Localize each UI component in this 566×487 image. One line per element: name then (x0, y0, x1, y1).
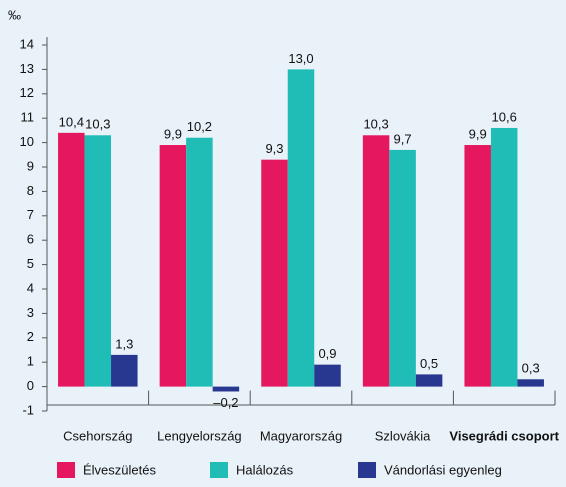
value-label: 9,3 (265, 141, 283, 156)
value-label: 1,3 (115, 336, 133, 351)
y-tick-label: 12 (20, 85, 34, 100)
y-tick-label: 14 (20, 36, 34, 51)
legend-label: Vándorlási egyenleg (384, 462, 502, 477)
y-tick-label: 7 (27, 207, 34, 222)
bar (111, 354, 138, 387)
value-label: 10,3 (85, 117, 110, 132)
x-tick-label: Magyarország (260, 428, 342, 443)
y-tick-label: 5 (27, 256, 34, 271)
bar (464, 145, 491, 387)
value-label: 10,3 (363, 117, 388, 132)
unit-label: ‰ (8, 7, 21, 22)
bar (517, 379, 544, 387)
bar (84, 135, 112, 387)
value-label: 10,2 (187, 119, 212, 134)
value-label: 13,0 (288, 51, 313, 66)
y-tick-label: 1 (27, 354, 34, 369)
value-label: 9,9 (469, 126, 487, 141)
legend-swatch (210, 462, 228, 478)
value-label: 10,4 (59, 114, 84, 129)
bar (159, 145, 187, 387)
x-tick-label: Visegrádi csoport (449, 428, 559, 443)
bar (58, 132, 85, 387)
bar (212, 386, 240, 392)
legend-swatch (57, 462, 75, 478)
y-tick-label: 4 (27, 280, 34, 295)
legend-label: Halálozás (236, 462, 294, 477)
x-tick-label: Szlovákia (375, 428, 431, 443)
y-tick-label: 0 (27, 378, 34, 393)
y-tick-label: 6 (27, 232, 34, 247)
y-tick-label: 2 (27, 329, 34, 344)
value-label: –0,2 (213, 395, 238, 410)
legend-swatch (358, 462, 376, 478)
value-label: 0,9 (318, 346, 336, 361)
bar (261, 159, 288, 387)
y-tick-label: -1 (22, 402, 34, 417)
y-tick-label: 13 (20, 61, 34, 76)
y-tick-label: 8 (27, 183, 34, 198)
y-tick-label: 10 (20, 134, 34, 149)
y-tick-label: 3 (27, 305, 34, 320)
bar (186, 137, 213, 387)
y-tick-label: 9 (27, 158, 34, 173)
bar (415, 374, 443, 387)
y-tick-label: 11 (21, 110, 35, 125)
x-tick-label: Csehország (63, 428, 132, 443)
value-label: 9,7 (394, 131, 412, 146)
value-label: 10,6 (492, 109, 517, 124)
bar (389, 149, 416, 387)
value-label: 9,9 (164, 126, 182, 141)
legend-label: Élveszületés (83, 462, 156, 477)
bar (490, 127, 518, 387)
bar (287, 69, 315, 387)
bar (314, 364, 341, 387)
value-label: 0,3 (522, 361, 540, 376)
x-tick-label: Lengyelország (157, 428, 242, 443)
bar (362, 135, 390, 387)
value-label: 0,5 (420, 356, 438, 371)
